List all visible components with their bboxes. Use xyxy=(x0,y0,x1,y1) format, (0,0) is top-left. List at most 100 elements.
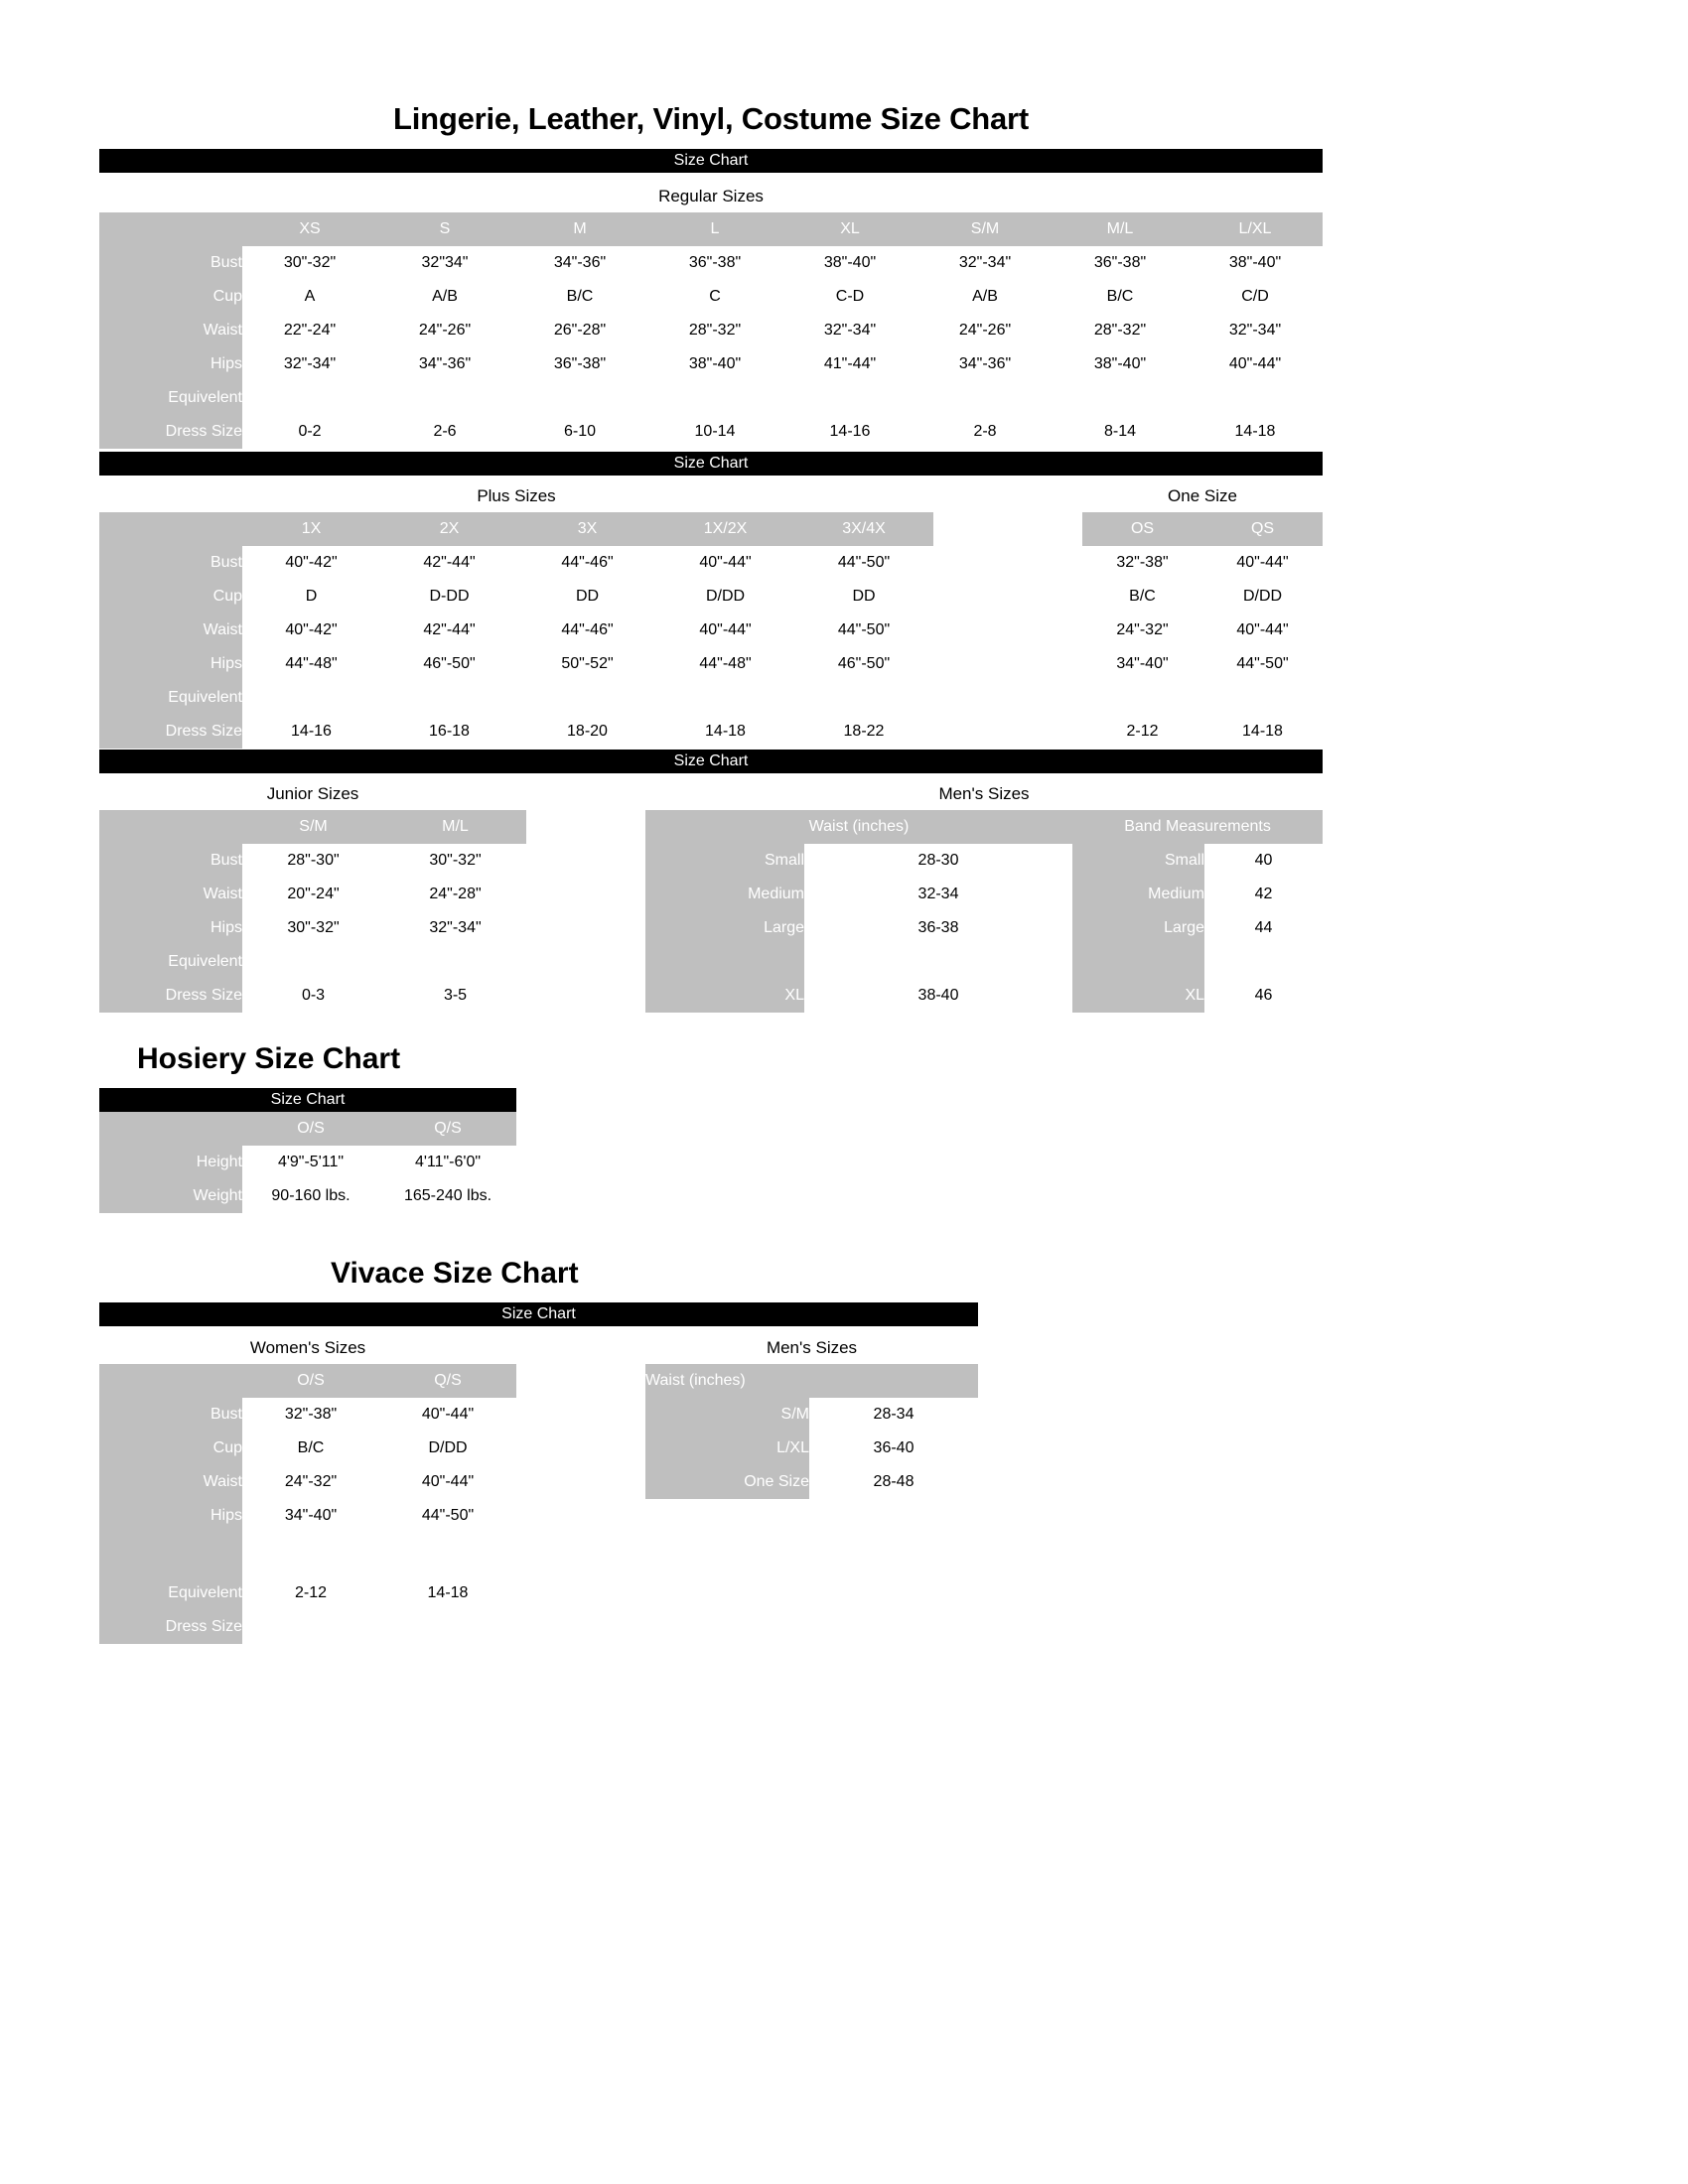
cell-empty xyxy=(1202,681,1323,715)
table-row: Cup D D-DD DD D/DD DD xyxy=(99,580,933,614)
table-row: B/C D/DD xyxy=(1082,580,1323,614)
cell-empty xyxy=(242,1533,379,1576)
cell: 46"-50" xyxy=(794,647,933,681)
cell: C/D xyxy=(1188,280,1323,314)
cell: B/C xyxy=(242,1432,379,1465)
cell: 14-16 xyxy=(782,415,917,449)
cell: 22"-24" xyxy=(242,314,377,347)
table-row: Waist 24"-32" 40"-44" xyxy=(99,1465,516,1499)
cell: 44"-50" xyxy=(794,614,933,647)
table-row: 24"-32" 40"-44" xyxy=(1082,614,1323,647)
cell: A/B xyxy=(377,280,512,314)
cell: 28-34 xyxy=(809,1398,979,1432)
cell: 2-12 xyxy=(1082,715,1202,749)
row-label: XL xyxy=(1072,979,1205,1013)
row-label: L/XL xyxy=(645,1432,809,1465)
cell: 28-48 xyxy=(809,1465,979,1499)
corner-cell xyxy=(99,1364,242,1398)
cell: 30"-32" xyxy=(242,246,377,280)
col-header: S xyxy=(377,212,512,246)
col-header: 3X/4X xyxy=(794,512,933,546)
cell: 24"-32" xyxy=(1082,614,1202,647)
table-row: Dress Size xyxy=(99,1610,516,1644)
table-row xyxy=(1082,681,1323,715)
col-header: M/L xyxy=(384,810,526,844)
cell: A/B xyxy=(917,280,1053,314)
cell: 36-38 xyxy=(804,911,1073,945)
row-label-cup: Cup xyxy=(99,580,242,614)
col-header: Q/S xyxy=(379,1112,516,1146)
col-header-waist-inches: Waist (inches) xyxy=(645,1364,979,1398)
col-header: XL xyxy=(782,212,917,246)
cell: 32"-34" xyxy=(917,246,1053,280)
cell: 44"-48" xyxy=(242,647,380,681)
cell: 14-18 xyxy=(656,715,794,749)
table-row-header: O/S Q/S xyxy=(99,1364,516,1398)
cell: 36"-38" xyxy=(1053,246,1188,280)
cell: D/DD xyxy=(379,1432,516,1465)
cell: 34"-36" xyxy=(512,246,647,280)
cell: DD xyxy=(794,580,933,614)
row-label: Large xyxy=(645,911,804,945)
row-label-spacer xyxy=(645,945,804,979)
cell: 14-18 xyxy=(379,1576,516,1610)
cell-empty xyxy=(242,1610,379,1644)
cell: 44"-50" xyxy=(1202,647,1323,681)
cell: 4'9"-5'11" xyxy=(242,1146,379,1179)
table-row: Waist 20"-24" 24"-28" xyxy=(99,878,526,911)
table-plus-sizes: 1X 2X 3X 1X/2X 3X/4X Bust 40"-42" 42"-44… xyxy=(99,512,933,749)
cell: 50"-52" xyxy=(518,647,656,681)
cell: 40"-42" xyxy=(242,614,380,647)
col-header-band-measurements: Band Measurements xyxy=(1072,810,1324,844)
table-row: Equivelent xyxy=(99,681,933,715)
cell-empty xyxy=(242,381,377,415)
table-row: Waist 40"-42" 42"-44" 44"-46" 40"-44" 44… xyxy=(99,614,933,647)
cell: 24"-26" xyxy=(377,314,512,347)
table-row xyxy=(99,1533,516,1576)
cell: 40"-44" xyxy=(379,1398,516,1432)
row-label-cup: Cup xyxy=(99,1432,242,1465)
table-row: Weight 90-160 lbs. 165-240 lbs. xyxy=(99,1179,516,1213)
row-label-equivelent: Equivelent xyxy=(99,681,242,715)
corner-cell xyxy=(99,212,242,246)
cell: 40"-42" xyxy=(242,546,380,580)
row-label-waist: Waist xyxy=(99,878,242,911)
row-label-waist: Waist xyxy=(99,314,242,347)
col-header: OS xyxy=(1082,512,1202,546)
table-row: Hips 44"-48" 46"-50" 50"-52" 44"-48" 46"… xyxy=(99,647,933,681)
table-row: Cup B/C D/DD xyxy=(99,1432,516,1465)
cell: 28-30 xyxy=(804,844,1073,878)
cell: 36-40 xyxy=(809,1432,979,1465)
page-title: Lingerie, Leather, Vinyl, Costume Size C… xyxy=(392,101,1030,136)
col-header: M xyxy=(512,212,647,246)
cell: D-DD xyxy=(380,580,518,614)
cell-empty xyxy=(1082,681,1202,715)
col-header: L xyxy=(647,212,782,246)
table-row: S/M 28-34 xyxy=(645,1398,979,1432)
table-junior-sizes: S/M M/L Bust 28"-30" 30"-32" Waist 20"-2… xyxy=(99,810,526,1013)
table-row: One Size 28-48 xyxy=(645,1465,979,1499)
table-row: Dress Size 0-3 3-5 xyxy=(99,979,526,1013)
cell: 38"-40" xyxy=(1053,347,1188,381)
cell: 24"-32" xyxy=(242,1465,379,1499)
cell: D/DD xyxy=(1202,580,1323,614)
cell: 32"-34" xyxy=(242,347,377,381)
cell: 14-18 xyxy=(1188,415,1323,449)
row-label-hips: Hips xyxy=(99,1499,242,1533)
table-row: Cup A A/B B/C C C-D A/B B/C C/D xyxy=(99,280,1323,314)
cell: 44"-50" xyxy=(379,1499,516,1533)
table-row: Height 4'9"-5'11" 4'11"-6'0" xyxy=(99,1146,516,1179)
row-label: One Size xyxy=(645,1465,809,1499)
row-label-hips: Hips xyxy=(99,911,242,945)
cell: 32"-38" xyxy=(242,1398,379,1432)
table-row: L/XL 36-40 xyxy=(645,1432,979,1465)
cell-empty xyxy=(1204,945,1324,979)
cell-empty xyxy=(1053,381,1188,415)
caption-plus-sizes: Plus Sizes xyxy=(477,486,556,505)
table-hosiery: O/S Q/S Height 4'9"-5'11" 4'11"-6'0" Wei… xyxy=(99,1112,516,1213)
table-mens-sizes: Waist (inches) Band Measurements Small 2… xyxy=(645,810,1324,1013)
cell: 2-8 xyxy=(917,415,1053,449)
row-label-equivelent: Equivelent xyxy=(99,945,242,979)
table-row: Equivelent xyxy=(99,945,526,979)
